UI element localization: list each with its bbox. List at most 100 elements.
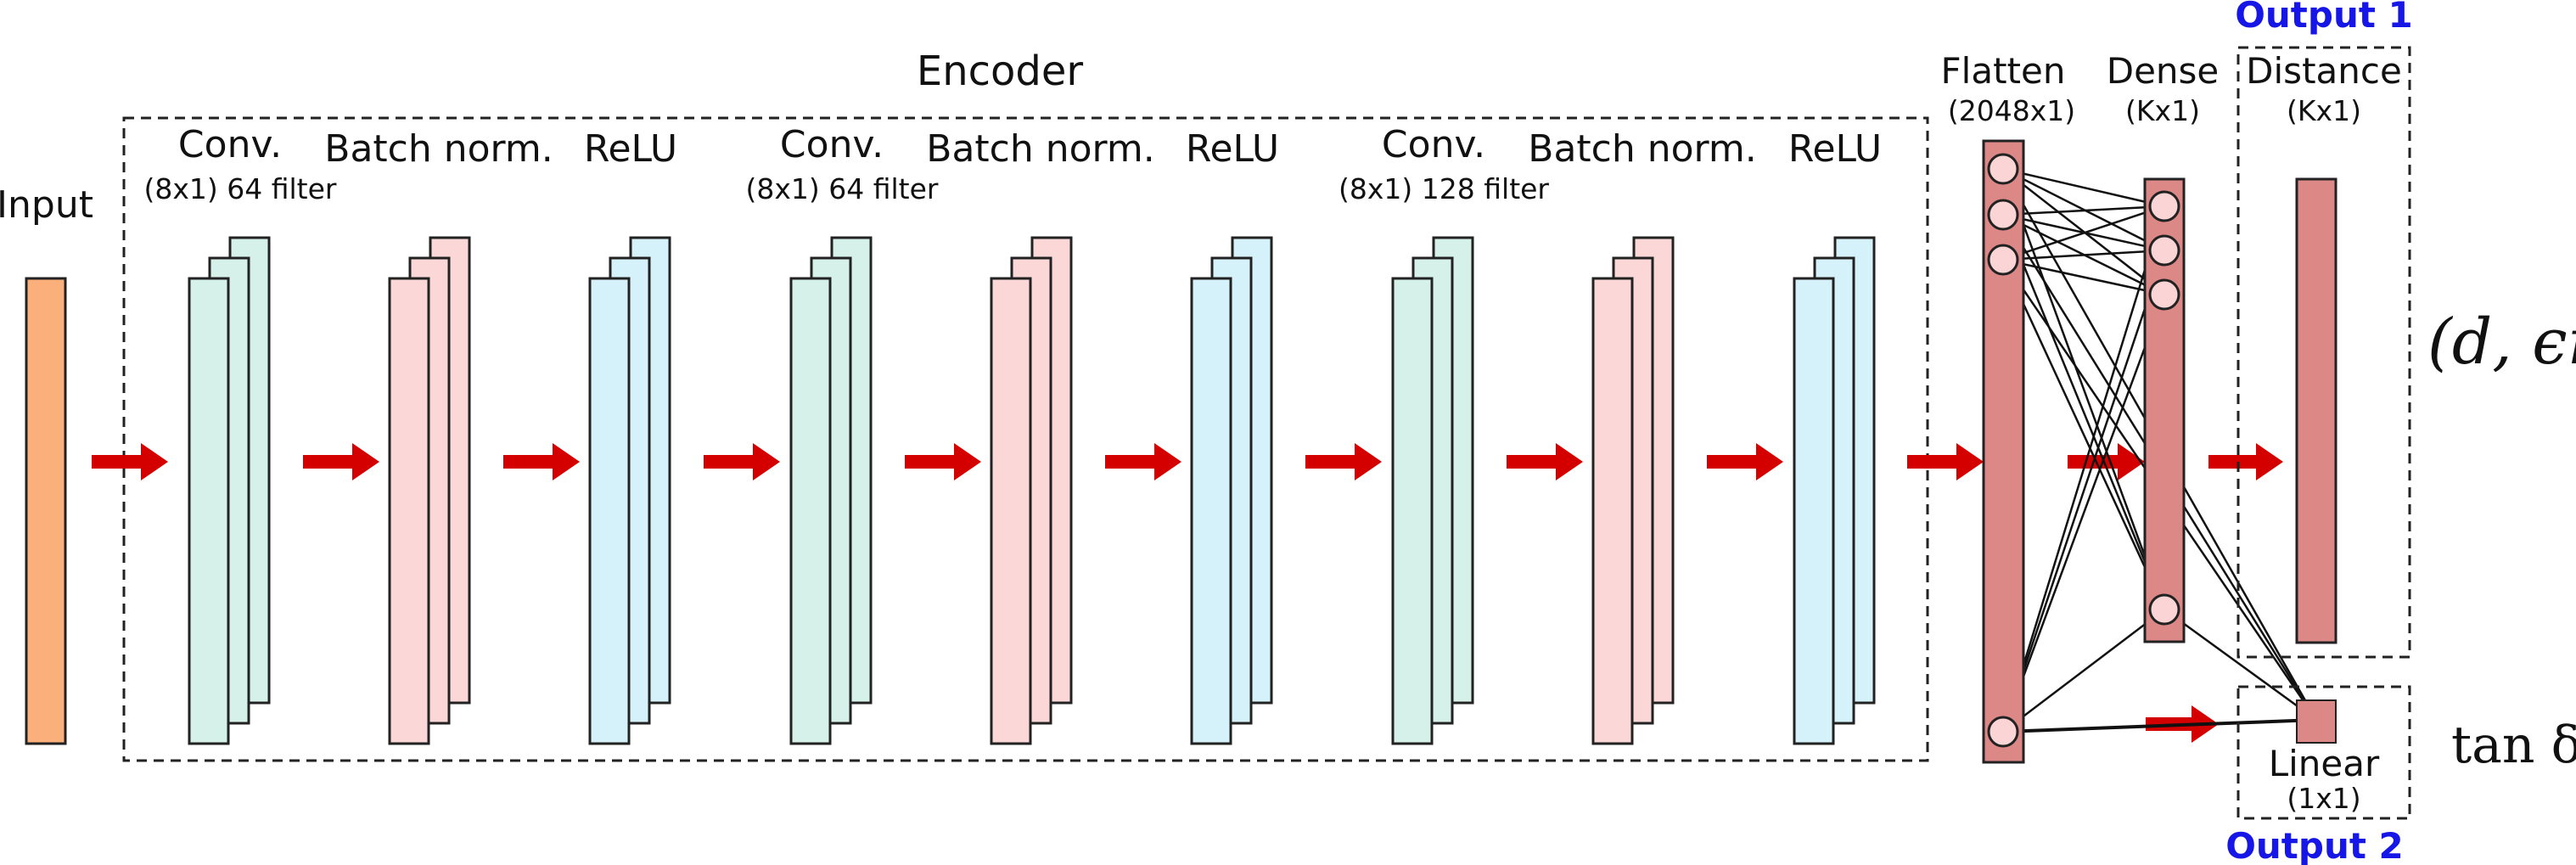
output1-box	[2236, 46, 2411, 659]
connection-line	[2002, 205, 2165, 261]
block-5-title: Batch norm.	[926, 127, 1154, 171]
arrow-head	[954, 443, 981, 480]
arrow-head	[1756, 443, 1783, 480]
connection-line	[2002, 609, 2165, 733]
block-7-conv: Conv. (8x1) 128 filter	[1339, 123, 1549, 745]
block-4-conv: Conv. (8x1) 64 filter	[745, 123, 939, 745]
dense-neuron	[2148, 278, 2180, 311]
output2-label: Output 2	[2225, 825, 2404, 865]
layer-slice	[789, 277, 832, 745]
dense-neuron	[2148, 234, 2180, 267]
layer-slice	[388, 277, 430, 745]
encoder-box	[122, 116, 1929, 762]
dense-label: Dense	[2107, 50, 2220, 92]
arrow-4	[704, 443, 780, 480]
dense-connections	[2001, 167, 2318, 733]
connection-line	[2001, 205, 2166, 733]
layer-slice	[1591, 277, 1634, 745]
input-layer	[25, 277, 67, 745]
layer-slice	[588, 277, 631, 745]
arrow-head	[141, 443, 168, 480]
dense-neuron	[2148, 593, 2180, 626]
arrow-head	[352, 443, 379, 480]
block-4-subtitle: (8x1) 64 filter	[745, 172, 938, 205]
block-8-title: Batch norm.	[1528, 127, 1756, 171]
dense-neuron	[2148, 190, 2180, 222]
output2-box	[2236, 685, 2411, 820]
block-7-title: Conv.	[1382, 123, 1485, 166]
distance-label: Distance	[2246, 50, 2402, 92]
flatten-size-label: (2048x1)	[1948, 94, 2075, 127]
flatten-label: Flatten	[1941, 50, 2066, 92]
encoder-label: Encoder	[917, 48, 1084, 95]
layer-slice	[1793, 277, 1835, 745]
block-1-conv: Conv. (8x1) 64 filter	[143, 123, 337, 745]
flatten-neuron	[1987, 716, 2019, 748]
arrow-head	[1956, 443, 1984, 480]
block-2-batch-norm: Batch norm.	[324, 127, 553, 745]
layer-slice	[188, 277, 230, 745]
block-4-title: Conv.	[780, 123, 884, 166]
distance-size-label: (Kx1)	[2287, 94, 2361, 127]
output2-math-label: tan δ	[2451, 716, 2576, 775]
arrow-6	[1105, 443, 1181, 480]
arrow-7	[1305, 443, 1382, 480]
arrow-head	[2118, 443, 2145, 480]
block-9-relu: ReLU	[1788, 127, 1882, 745]
arrow-5	[905, 443, 981, 480]
connection-line	[2002, 258, 2165, 296]
arrow-1	[92, 443, 168, 480]
connection-line	[2002, 205, 2165, 216]
linear-size-label: (1x1)	[2287, 782, 2360, 815]
arrow-3	[503, 443, 580, 480]
flatten-neuron	[1987, 199, 2019, 231]
dense-size-label: (Kx1)	[2125, 94, 2200, 127]
block-2-title: Batch norm.	[324, 127, 553, 171]
block-9-title: ReLU	[1788, 127, 1882, 171]
arrow-head	[1556, 443, 1583, 480]
layer-slice	[1391, 277, 1434, 745]
block-6-title: ReLU	[1186, 127, 1279, 171]
block-3-relu: ReLU	[584, 127, 677, 745]
connection-line	[2001, 214, 2166, 610]
connection-line	[2001, 294, 2166, 733]
block-1-subtitle: (8x1) 64 filter	[143, 172, 336, 205]
block-1-title: Conv.	[178, 123, 282, 166]
connection-line	[2164, 608, 2317, 722]
block-3-title: ReLU	[584, 127, 677, 171]
connection-line	[2002, 167, 2165, 208]
linear-layer	[2296, 699, 2337, 744]
arrow-9	[1707, 443, 1783, 480]
distance-layer	[2295, 177, 2337, 644]
connection-line	[2001, 250, 2166, 733]
connection-line	[2001, 259, 2166, 610]
input-label: Input	[0, 183, 93, 227]
layer-slice	[990, 277, 1032, 745]
block-5-batch-norm: Batch norm.	[926, 127, 1155, 745]
arrow-10	[1907, 443, 1984, 480]
arrow-head	[553, 443, 580, 480]
flatten-neuron	[1987, 244, 2019, 276]
flatten-neuron	[1987, 153, 2019, 185]
connection-line	[2002, 718, 2317, 733]
arrow-dense-distance	[2208, 443, 2283, 480]
arrow-head	[2256, 443, 2283, 480]
neurons	[1987, 153, 2332, 748]
arrow-head	[1355, 443, 1382, 480]
block-7-subtitle: (8x1) 128 filter	[1339, 172, 1549, 205]
arrow-2	[303, 443, 379, 480]
linear-label: Linear	[2269, 743, 2380, 784]
connection-line	[2001, 168, 2166, 610]
block-6-relu: ReLU	[1186, 127, 1279, 745]
arrow-head	[753, 443, 780, 480]
output1-math-label: (d, ϵr)	[2427, 306, 2576, 379]
block-8-batch-norm: Batch norm.	[1528, 127, 1757, 745]
layer-slice	[1190, 277, 1232, 745]
arrow-8	[1507, 443, 1583, 480]
output1-label: Output 1	[2235, 0, 2413, 36]
arrow-head	[1154, 443, 1181, 480]
flatten-layer	[1982, 139, 2025, 764]
